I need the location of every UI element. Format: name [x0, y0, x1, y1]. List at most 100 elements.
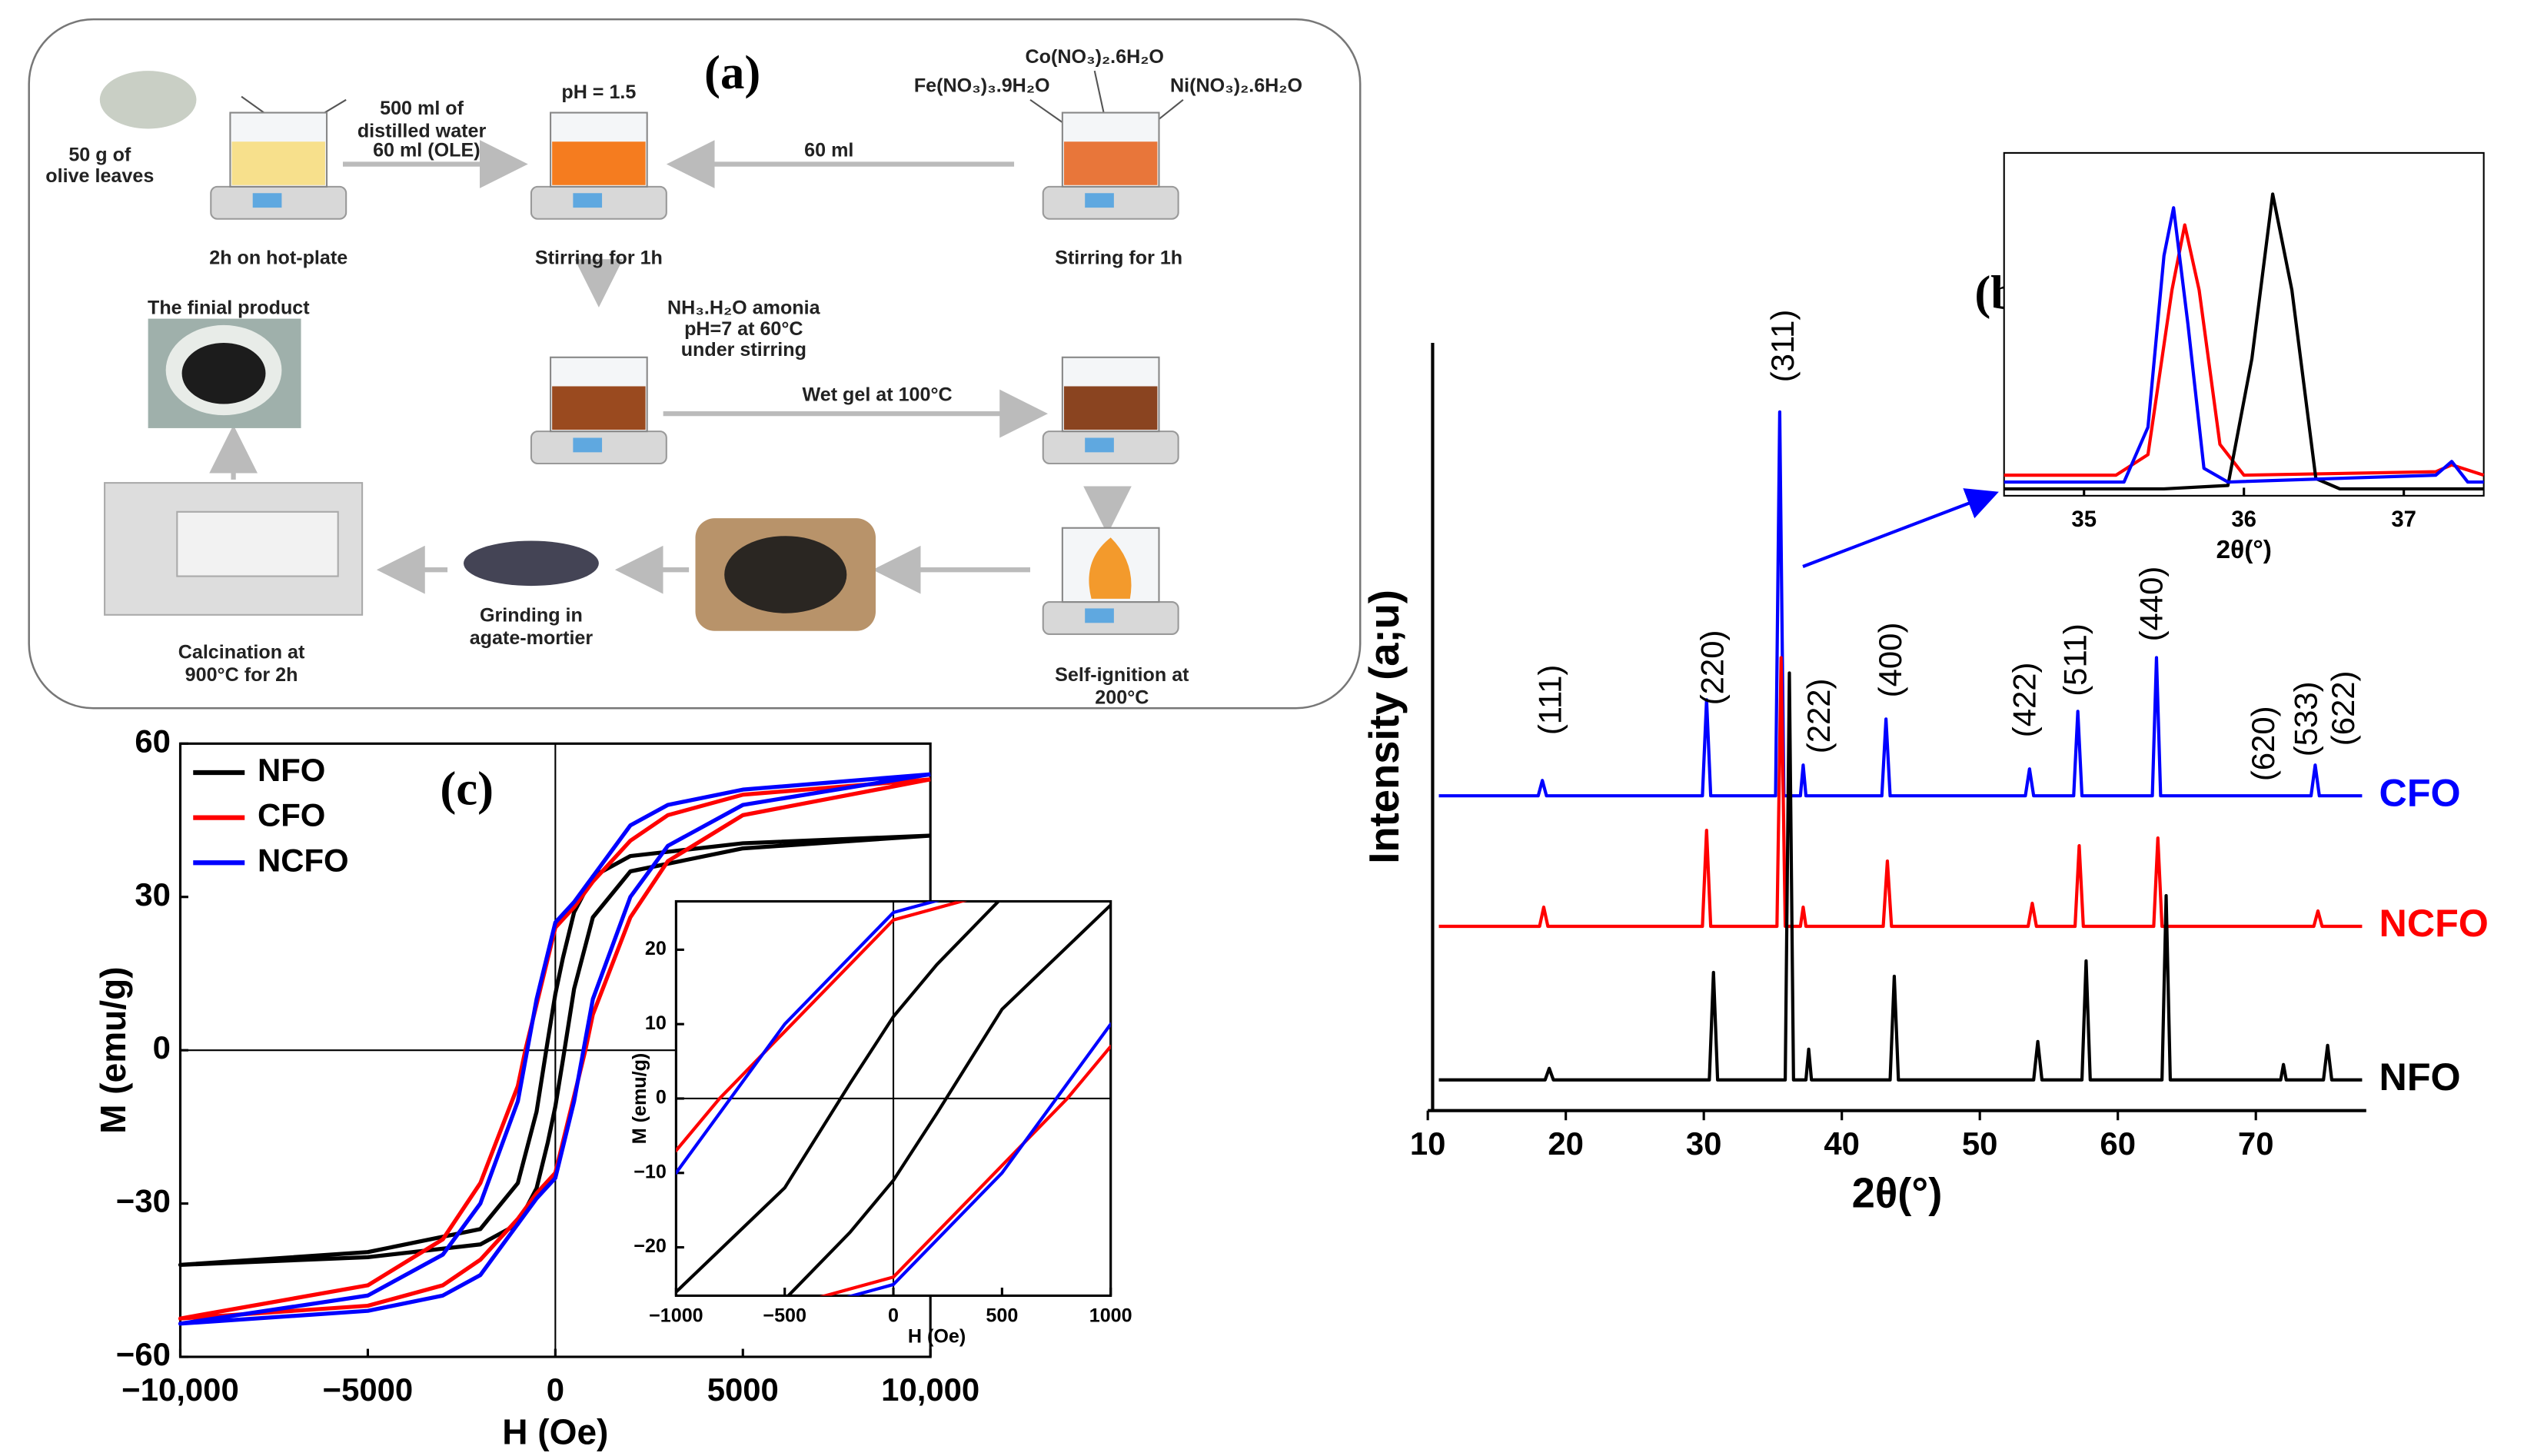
leaves	[99, 71, 197, 129]
synthesis-diagram: (a) 500 ml of distilled water 50 g	[28, 18, 1362, 710]
diagram-text: pH=7 at 60°C	[684, 318, 803, 340]
series-line	[1438, 656, 2363, 929]
peak-label: (311)	[1764, 310, 1801, 383]
diagram-text: Ni(NO₃)₂.6H₂O	[1170, 75, 1302, 97]
liquid	[231, 141, 325, 185]
y-tick-label: 60	[135, 723, 171, 759]
x-tick-label: 10	[1410, 1125, 1446, 1162]
diagram-text: agate-mortier	[470, 627, 594, 649]
mortar	[464, 540, 599, 587]
flame	[1089, 537, 1132, 599]
series-line	[178, 772, 931, 1326]
diagram-text: olive leaves	[45, 165, 154, 187]
display	[573, 193, 603, 208]
diagram-text: 500 ml of	[380, 98, 464, 119]
diagram-text: under stirring	[681, 339, 806, 361]
series-label: NCFO	[2379, 902, 2489, 945]
x-tick-label: 60	[2100, 1125, 2136, 1162]
x-tick-label: 0	[547, 1371, 564, 1408]
x-tick-label: 20	[1548, 1125, 1584, 1162]
peak-label: (440)	[2133, 567, 2169, 642]
x-tick-label: 36	[2231, 507, 2256, 532]
display	[1085, 608, 1114, 623]
x-axis-label: H (Oe)	[502, 1412, 608, 1452]
series-line	[1438, 671, 2363, 1082]
y-tick-label: −10	[633, 1161, 667, 1182]
x-tick-label: −500	[763, 1305, 806, 1327]
x-tick-label: −1000	[649, 1305, 703, 1327]
legend-label: CFO	[258, 797, 325, 833]
x-tick-label: 50	[1962, 1125, 1998, 1162]
x-axis-label: 2θ(°)	[1852, 1169, 1943, 1216]
peak-label: (622)	[2325, 670, 2361, 746]
diagram-text: 60 ml (OLE)	[373, 139, 481, 161]
peak-label: (222)	[1801, 678, 1837, 753]
peak-label: (620)	[2245, 706, 2281, 781]
peak-label: (511)	[2057, 623, 2093, 696]
peak-label: (400)	[1872, 623, 1908, 698]
series-line	[676, 901, 1111, 1296]
y-axis-label: M (emu/g)	[629, 1053, 650, 1145]
diagram-text: Fe(NO₃)₃.9H₂O	[914, 75, 1050, 97]
inset-curves	[676, 901, 1111, 1296]
y-tick-label: 0	[656, 1087, 667, 1109]
legend-label: NFO	[258, 752, 325, 788]
diagram-text: Calcination at	[178, 642, 305, 663]
y-axis-label: Intensity (a;u)	[1361, 590, 1408, 864]
series-label: CFO	[2379, 771, 2461, 814]
series-line	[178, 833, 931, 1267]
x-axis-label: H (Oe)	[908, 1326, 966, 1348]
zoom-arrow	[1802, 488, 1999, 568]
x-tick-label: 35	[2071, 507, 2097, 532]
legend-label: NCFO	[258, 842, 349, 878]
liquid	[1063, 141, 1158, 185]
x-axis-label: 2θ(°)	[2216, 536, 2271, 564]
liquid	[1063, 386, 1158, 430]
x-tick-label: 5000	[707, 1371, 779, 1408]
y-tick-label: −60	[116, 1336, 171, 1372]
display	[573, 437, 603, 453]
diagram-text: Grinding in	[480, 605, 583, 627]
diagram-text: 60 ml	[804, 139, 853, 161]
peak-label: (533)	[2287, 681, 2323, 756]
y-axis-label: M (emu/g)	[93, 966, 133, 1133]
beakers	[210, 111, 1179, 635]
x-tick-label: 1000	[1089, 1305, 1132, 1327]
display	[1085, 437, 1114, 453]
diagram-text: 2h on hot-plate	[209, 248, 348, 269]
diagram-text: Self-ignition at	[1055, 664, 1189, 686]
display	[252, 193, 282, 208]
series-line	[2004, 192, 2484, 491]
y-tick-label: −20	[633, 1235, 667, 1257]
diagram-text: 900°C for 2h	[185, 664, 298, 686]
series-line	[1438, 410, 2363, 798]
peak-label: (111)	[1532, 665, 1568, 736]
x-tick-label: 10,000	[881, 1371, 979, 1408]
diagram-text: Co(NO₃)₂.6H₂O	[1026, 46, 1164, 68]
y-tick-label: 30	[135, 876, 171, 912]
panel-label: (a)	[704, 45, 760, 99]
y-tick-label: 0	[153, 1029, 171, 1065]
x-tick-label: 500	[986, 1305, 1018, 1327]
panel-frame	[28, 18, 1362, 710]
series-line	[178, 777, 931, 1321]
display	[1085, 193, 1114, 208]
x-tick-label: 30	[1686, 1125, 1722, 1162]
diagram-text: 50 g of	[68, 145, 131, 166]
diagram-text: pH = 1.5	[561, 81, 636, 103]
diagram-text: Stirring for 1h	[535, 248, 663, 269]
series-line	[2004, 206, 2484, 484]
series-line	[676, 901, 1111, 1296]
series-label: NFO	[2379, 1055, 2461, 1099]
panel-label: (c)	[440, 762, 494, 816]
diagram-text: The finial product	[148, 298, 310, 319]
plot-frame	[2003, 151, 2485, 497]
x-tick-label: 70	[2238, 1125, 2274, 1162]
y-tick-label: −30	[116, 1183, 171, 1219]
liquid	[552, 386, 646, 430]
x-tick-label: −10,000	[121, 1371, 238, 1408]
diagram-text: Stirring for 1h	[1055, 248, 1182, 269]
peak-label: (422)	[2006, 663, 2042, 738]
x-tick-label: 0	[888, 1305, 899, 1327]
